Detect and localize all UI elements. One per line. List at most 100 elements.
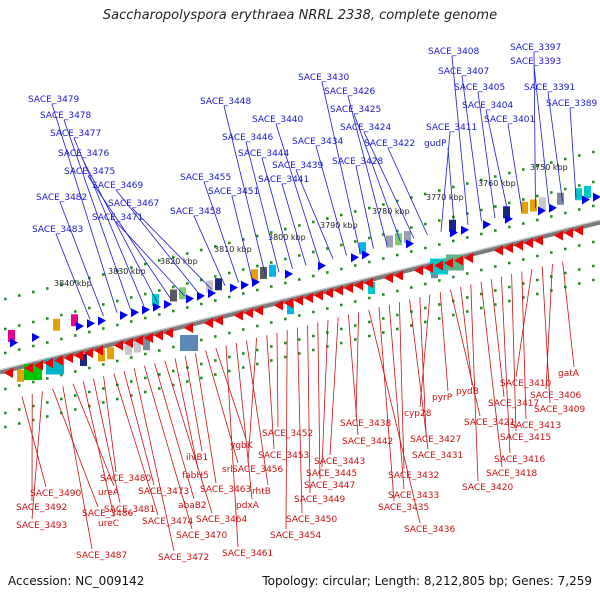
gene-label-sace-3442[interactable]: SACE_3442 [342,437,393,447]
gene-label-sace-3444[interactable]: SACE_3444 [238,149,290,159]
gene-label-rhtb[interactable]: rhtB [252,487,271,497]
reverse-arrow [254,305,263,316]
gene-label-sace-3418[interactable]: SACE_3418 [486,469,538,479]
gene-label-sace-3481[interactable]: SACE_3481 [104,505,155,515]
gene-label-pyrp[interactable]: pyrP [432,393,453,403]
gene-label-sace-3482[interactable]: SACE_3482 [36,193,87,203]
gene-label-urec[interactable]: ureC [98,519,119,529]
gene-label-sace-3426[interactable]: SACE_3426 [324,87,376,97]
gene-label-sace-3447[interactable]: SACE_3447 [304,481,355,491]
gene-label-sace-3451[interactable]: SACE_3451 [208,187,259,197]
gene-label-sace-3427[interactable]: SACE_3427 [410,435,461,445]
tick-dot [32,380,35,384]
gene-label-sace-3404[interactable]: SACE_3404 [462,101,514,111]
gene-label-sace-3475[interactable]: SACE_3475 [64,167,115,177]
gene-label-srl[interactable]: srl [222,465,233,475]
gene-label-sace-3435[interactable]: SACE_3435 [378,503,429,513]
gene-label-sace-3407[interactable]: SACE_3407 [438,67,489,77]
gene-label-sace-3483[interactable]: SACE_3483 [32,225,83,235]
gene-label-sace-3425[interactable]: SACE_3425 [330,105,381,115]
gene-label-sace-3486[interactable]: SACE_3486 [82,509,134,519]
gene-label-pydb[interactable]: pydB [456,387,479,397]
gene-label-sace-3439[interactable]: SACE_3439 [272,161,324,171]
gene-label-sace-3453[interactable]: SACE_3453 [258,451,309,461]
gene-label-sace-3441[interactable]: SACE_3441 [258,175,309,185]
gene-label-sace-3428[interactable]: SACE_3428 [332,157,384,167]
gene-label-ygbk[interactable]: ygbK [230,441,254,451]
gene-label-ilvb1[interactable]: ilvB1 [186,453,208,463]
gene-label-sace-3438[interactable]: SACE_3438 [340,419,392,429]
gene-label-sace-3410[interactable]: SACE_3410 [500,379,552,389]
gene-label-sace-3391[interactable]: SACE_3391 [524,83,575,93]
gene-label-sace-3421[interactable]: SACE_3421 [464,418,515,428]
gene-label-sace-3450[interactable]: SACE_3450 [286,515,338,525]
gene-label-sace-3413[interactable]: SACE_3413 [510,421,561,431]
gene-label-abab2[interactable]: abaB2 [178,501,207,511]
gene-label-sace-3492[interactable]: SACE_3492 [16,503,67,513]
gene-label-sace-3430[interactable]: SACE_3430 [298,73,350,83]
gene-label-sace-3436[interactable]: SACE_3436 [404,525,456,535]
gene-label-sace-3445[interactable]: SACE_3445 [306,469,357,479]
gene-label-sace-3479[interactable]: SACE_3479 [28,95,80,105]
gene-label-sace-3424[interactable]: SACE_3424 [340,123,392,133]
gene-label-sace-3470[interactable]: SACE_3470 [176,531,228,541]
gene-label-sace-3434[interactable]: SACE_3434 [292,137,344,147]
gene-label-sace-3477[interactable]: SACE_3477 [50,129,101,139]
gene-label-sace-3490[interactable]: SACE_3490 [30,489,82,499]
gene-label-sace-3397[interactable]: SACE_3397 [510,43,561,53]
gene-label-sace-3473[interactable]: SACE_3473 [138,487,189,497]
gene-label-sace-3432[interactable]: SACE_3432 [388,471,439,481]
gene-label-sace-3406[interactable]: SACE_3406 [530,391,582,401]
gene-label-sace-3393[interactable]: SACE_3393 [510,57,561,67]
gene-label-sace-3433[interactable]: SACE_3433 [388,491,439,501]
gene-label-sace-3454[interactable]: SACE_3454 [270,531,322,541]
gene-label-sace-3446[interactable]: SACE_3446 [222,133,274,143]
gene-label-sace-3487[interactable]: SACE_3487 [76,551,127,561]
gene-label-sace-3455[interactable]: SACE_3455 [180,173,231,183]
gene-label-sace-3401[interactable]: SACE_3401 [484,115,535,125]
leader-line [461,75,482,222]
gene-label-sace-3443[interactable]: SACE_3443 [314,457,365,467]
dna-backbone-highlight [0,219,600,371]
gene-label-sace-3405[interactable]: SACE_3405 [454,83,505,93]
gene-label-sace-3449[interactable]: SACE_3449 [294,495,346,505]
gene-label-sace-3408[interactable]: SACE_3408 [428,47,480,57]
gene-label-sace-3476[interactable]: SACE_3476 [58,149,110,159]
gene-label-urea[interactable]: ureA [98,488,120,498]
gene-label-pdxa[interactable]: pdxA [236,501,260,511]
gene-label-sace-3417[interactable]: SACE_3417 [488,399,539,409]
gene-label-sace-3415[interactable]: SACE_3415 [500,433,551,443]
gene-label-cyp28[interactable]: cyp28 [404,409,432,419]
leader-line [131,207,212,290]
gene-label-sace-3461[interactable]: SACE_3461 [222,549,273,559]
gene-label-sace-3422[interactable]: SACE_3422 [364,139,415,149]
gene-label-sace-3440[interactable]: SACE_3440 [252,115,304,125]
gene-label-sace-3480[interactable]: SACE_3480 [100,474,152,484]
gene-label-fabh5[interactable]: fabH5 [182,471,209,481]
gene-label-sace-3456[interactable]: SACE_3456 [232,465,284,475]
gene-label-sace-3471[interactable]: SACE_3471 [92,213,143,223]
gene-label-sace-3409[interactable]: SACE_3409 [534,405,586,415]
gene-label-sace-3464[interactable]: SACE_3464 [196,515,248,525]
tick-dot [32,404,35,408]
tick-dot [284,317,287,321]
gene-label-sace-3389[interactable]: SACE_3389 [546,99,598,109]
gene-label-sace-3448[interactable]: SACE_3448 [200,97,252,107]
gene-label-gudp[interactable]: gudP [424,139,447,149]
gene-label-sace-3411[interactable]: SACE_3411 [426,123,477,133]
gene-label-sace-3478[interactable]: SACE_3478 [40,111,92,121]
gene-label-gata[interactable]: gatA [558,369,580,379]
gene-label-sace-3467[interactable]: SACE_3467 [108,199,159,209]
gene-label-sace-3472[interactable]: SACE_3472 [158,553,209,563]
tick-dot [410,324,413,327]
gene-label-sace-3458[interactable]: SACE_3458 [170,207,222,217]
gene-label-sace-3493[interactable]: SACE_3493 [16,521,67,531]
gene-label-sace-3420[interactable]: SACE_3420 [462,483,514,493]
gene-label-sace-3416[interactable]: SACE_3416 [494,455,546,465]
gene-label-sace-3469[interactable]: SACE_3469 [92,181,144,191]
gene-label-sace-3431[interactable]: SACE_3431 [412,451,463,461]
gene-label-sace-3474[interactable]: SACE_3474 [142,517,194,527]
gene-label-sace-3463[interactable]: SACE_3463 [200,485,251,495]
gene-label-sace-3452[interactable]: SACE_3452 [262,429,313,439]
tick-dot [340,213,343,217]
